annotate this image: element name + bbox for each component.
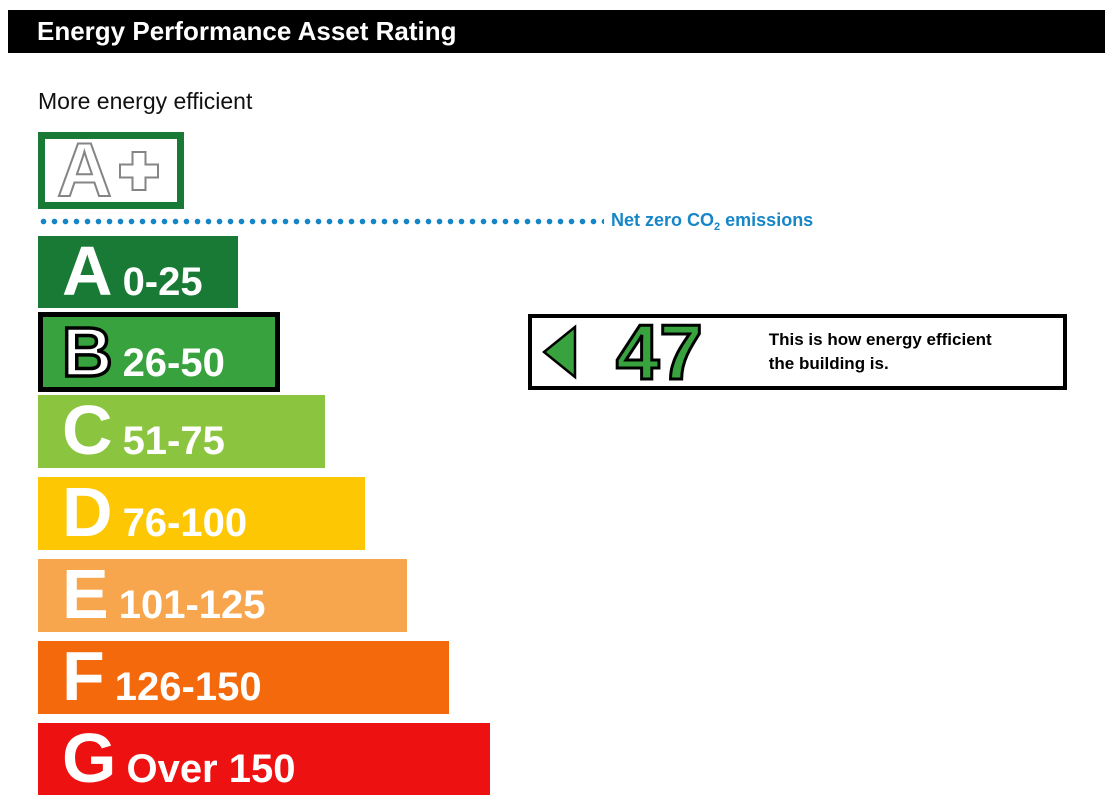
rating-description: This is how energy efficient the buildin… [769, 328, 992, 376]
band-range: 51-75 [122, 419, 225, 463]
more-energy-efficient-label: More energy efficient [38, 88, 253, 114]
band-d: D 76-100 [38, 477, 365, 550]
band-b-highlighted: B 26-50 [38, 312, 280, 392]
band-letter: E [62, 559, 109, 632]
rating-description-line2: the building is. [768, 354, 889, 373]
band-g: G Over 150 [38, 723, 490, 795]
band-range: Over 150 [126, 747, 296, 791]
rating-description-line1: This is how energy efficient [768, 330, 992, 349]
rating-pointer-icon [542, 324, 577, 380]
rating-value: 47 [615, 308, 705, 396]
plus-icon [118, 150, 159, 191]
band-range: 0-25 [122, 260, 203, 304]
current-rating-panel: 47 This is how energy efficient the buil… [528, 308, 1067, 396]
net-zero-text: Net zero CO [611, 210, 715, 230]
band-letter: C [62, 395, 113, 468]
chart-title: Energy Performance Asset Rating [37, 16, 457, 46]
chart-title-bar: Energy Performance Asset Rating [8, 10, 1105, 53]
band-letter: G [62, 723, 117, 795]
band-range: 76-100 [122, 501, 248, 545]
co2-subscript: 2 [714, 221, 721, 233]
band-letter: A [62, 236, 113, 308]
net-zero-text-post: emissions [725, 210, 814, 230]
band-range: 26-50 [122, 341, 225, 385]
net-zero-label: Net zero CO2 emissions [611, 210, 814, 233]
band-c: C 51-75 [38, 395, 325, 468]
net-zero-dotted-line [38, 218, 604, 225]
band-a: A 0-25 [38, 236, 238, 308]
band-f: F 126-150 [38, 641, 449, 714]
a-plus-band: A [38, 127, 184, 213]
a-plus-letter: A [56, 127, 113, 213]
band-e: E 101-125 [38, 559, 407, 632]
band-letter: D [62, 477, 113, 550]
band-range: 126-150 [114, 665, 262, 709]
band-range: 101-125 [118, 583, 266, 627]
band-letter: B [60, 313, 114, 391]
band-letter: F [62, 641, 105, 714]
